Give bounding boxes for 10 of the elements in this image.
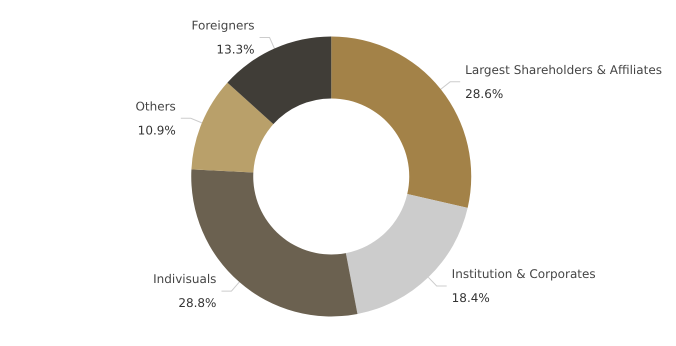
- data-label: 18.4%: [452, 290, 490, 305]
- data-label: 10.9%: [138, 123, 176, 138]
- data-label: 28.6%: [465, 86, 504, 101]
- slice-label: Indivisuals: [153, 272, 216, 286]
- slice-label: Largest Shareholders & Affiliates: [465, 62, 662, 77]
- data-label: 13.3%: [216, 42, 255, 57]
- slice-label: Institution & Corporates: [452, 266, 596, 281]
- slice-label: Others: [135, 99, 176, 114]
- slice-label: Foreigners: [192, 18, 255, 33]
- data-label: 28.8%: [178, 296, 216, 310]
